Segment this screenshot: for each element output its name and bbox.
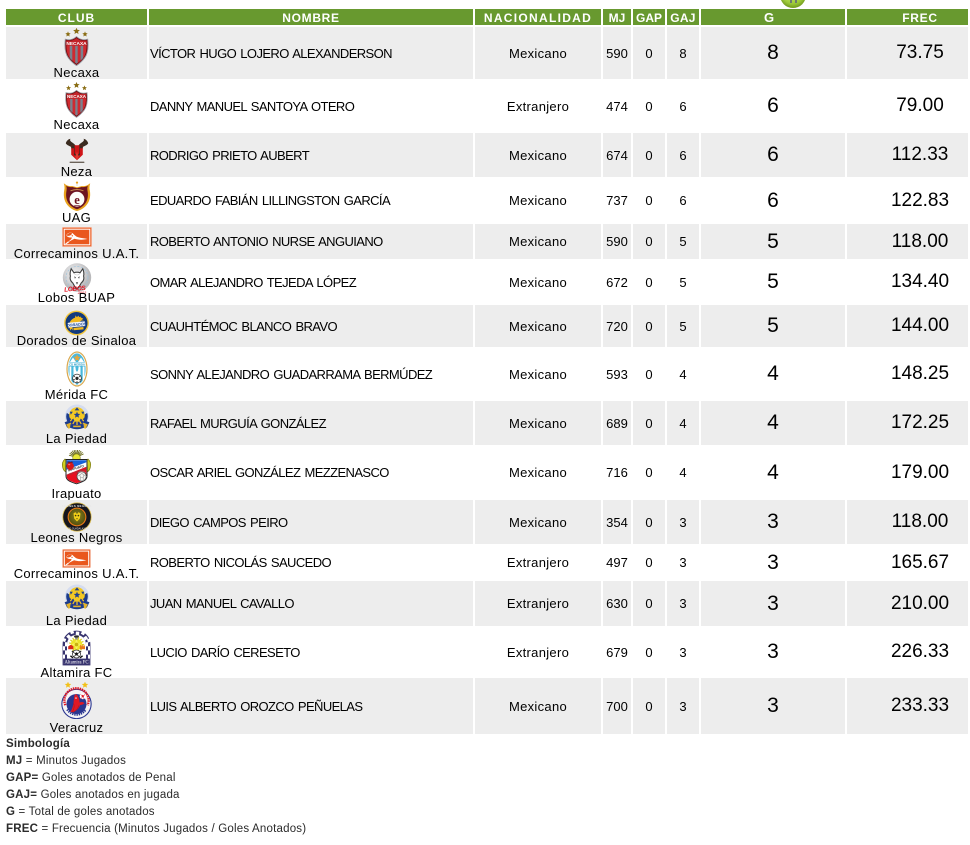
svg-text:NECAXA: NECAXA [67,94,87,99]
svg-text:NECAXA: NECAXA [66,40,87,46]
svg-text:DORADOS: DORADOS [67,322,87,328]
svg-text:Altamira FC: Altamira FC [64,660,88,665]
svg-text:LEONES NEGROS: LEONES NEGROS [62,504,92,508]
svg-text:IRAPUATO: IRAPUATO [68,464,85,472]
svg-text:LOBOS: LOBOS [63,284,86,293]
svg-text:ASOC. DEPORTIVA: ASOC. DEPORTIVA [67,468,87,477]
svg-text:U. DE GUADALAJARA: U. DE GUADALAJARA [64,527,89,530]
svg-text:2002: 2002 [76,291,86,294]
svg-text:e: e [74,193,80,207]
svg-text:CD MERIDA: CD MERIDA [69,362,85,366]
